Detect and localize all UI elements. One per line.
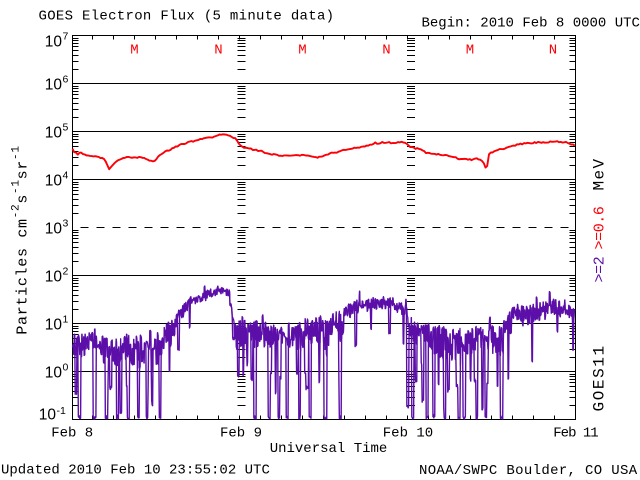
svg-text:10: 10 [45, 317, 63, 334]
svg-text:10: 10 [45, 269, 63, 286]
svg-text:N: N [214, 43, 222, 59]
svg-text:3: 3 [63, 218, 69, 230]
svg-text:Feb 11: Feb 11 [553, 426, 598, 442]
svg-text:M: M [466, 43, 474, 59]
svg-text:>=0.6: >=0.6 [592, 206, 609, 249]
svg-text:10: 10 [45, 34, 63, 51]
svg-text:M: M [130, 43, 138, 59]
svg-text:M: M [298, 43, 306, 59]
svg-text:10: 10 [45, 77, 63, 94]
svg-text:GOES11: GOES11 [591, 344, 609, 411]
svg-text:N: N [549, 43, 557, 59]
svg-text:7: 7 [63, 31, 69, 43]
svg-text:N: N [382, 43, 390, 59]
svg-text:Feb 8: Feb 8 [51, 426, 93, 442]
svg-text:Feb 10: Feb 10 [383, 426, 433, 442]
svg-text:0: 0 [63, 362, 69, 374]
svg-text:10: 10 [45, 365, 63, 382]
svg-text:>=2: >=2 [592, 257, 609, 283]
svg-text:GOES Electron Flux (5 minute d: GOES Electron Flux (5 minute data) [39, 9, 335, 25]
svg-text:5: 5 [63, 122, 69, 134]
svg-text:4: 4 [63, 170, 69, 182]
svg-text:Begin: 2010 Feb 8 0000 UTC: Begin: 2010 Feb 8 0000 UTC [422, 16, 640, 32]
svg-text:NOAA/SWPC Boulder, CO USA: NOAA/SWPC Boulder, CO USA [419, 463, 638, 479]
svg-text:1: 1 [63, 314, 69, 326]
svg-text:Particles cm-2s-1sr-1: Particles cm-2s-1sr-1 [11, 145, 32, 334]
svg-text:2: 2 [63, 266, 69, 278]
svg-text:-1: -1 [57, 405, 66, 417]
svg-text:Feb 9: Feb 9 [220, 426, 262, 442]
svg-text:6: 6 [63, 74, 69, 86]
svg-text:10: 10 [45, 221, 63, 238]
svg-text:Universal Time: Universal Time [270, 441, 388, 457]
svg-text:10: 10 [45, 125, 63, 142]
svg-text:10: 10 [45, 173, 63, 190]
svg-text:Updated 2010 Feb 10 23:55:02 U: Updated 2010 Feb 10 23:55:02 UTC [1, 463, 270, 479]
svg-text:MeV: MeV [591, 157, 609, 190]
svg-text:10: 10 [39, 407, 57, 424]
